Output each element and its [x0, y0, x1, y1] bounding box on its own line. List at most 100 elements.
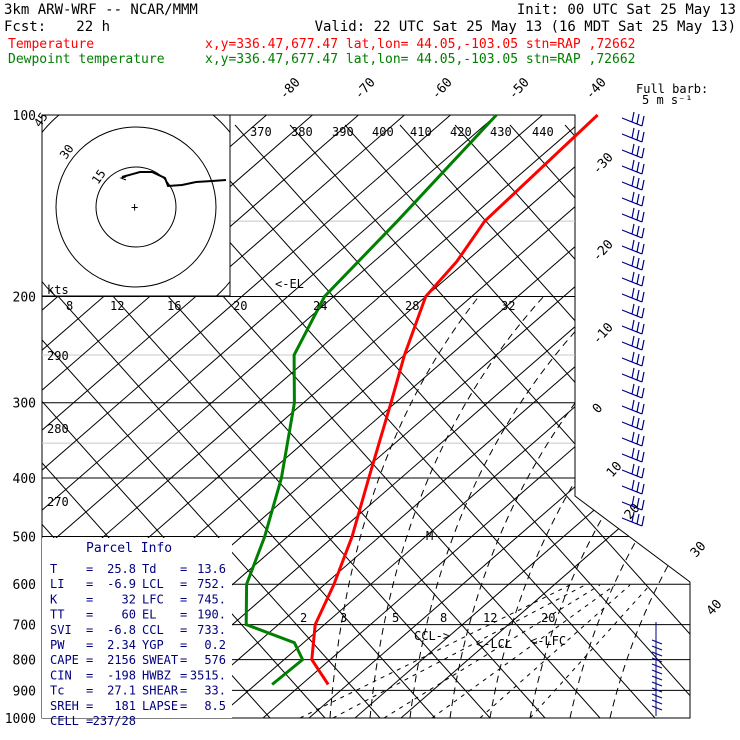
wind-barb-flag — [631, 383, 635, 395]
parcel-val-10: 237/28 — [93, 714, 136, 728]
fcst-label: Fcst: — [4, 19, 46, 35]
dew-legend-location: x,y=336.47,677.47 lat,lon= 44.05,-103.05… — [205, 52, 635, 67]
parcel-val-3: 60 — [122, 608, 136, 622]
wind-barb — [621, 271, 645, 287]
wind-barb — [621, 319, 645, 335]
hodograph-origin: + — [131, 200, 138, 214]
pressure-label-300: 300 — [13, 397, 36, 412]
mid-annotation: M — [426, 529, 433, 543]
wind-barb-flag — [636, 385, 640, 397]
wind-barb-flag — [631, 239, 635, 251]
wind-barb-flag — [631, 175, 635, 187]
temp-legend-location: x,y=336.47,677.47 lat,lon= 44.05,-103.05… — [205, 37, 635, 52]
dewpoint-line — [244, 113, 498, 686]
parcel-val-5: 2.34 — [107, 638, 136, 652]
pressure-label-500: 500 — [13, 530, 36, 545]
mixing-ratio-label-5: 5 — [392, 611, 399, 625]
thetae-label-12: 12 — [110, 299, 124, 313]
theta-label-410: 410 — [410, 125, 432, 139]
wind-barb-flag — [631, 511, 635, 523]
wind-barb — [621, 239, 645, 255]
hodograph-ring-label-15: 15 — [89, 167, 109, 187]
dry-adiabat-1 — [42, 124, 326, 718]
thetae-label-20: 20 — [233, 299, 247, 313]
theta-label-400: 400 — [372, 125, 394, 139]
isotherm-label--10: -10 — [590, 320, 617, 347]
wind-barb-flag — [636, 417, 640, 429]
parcel-key-2: K — [50, 592, 58, 606]
wind-barb-low — [651, 645, 663, 651]
moist-adiabat-6 — [569, 294, 690, 718]
parcel-key-0: T — [50, 562, 57, 576]
dry-adiabat-10 — [289, 124, 690, 718]
wind-barb — [621, 127, 645, 143]
wind-barb — [621, 367, 645, 383]
theta-left-label-270: 270 — [47, 495, 69, 509]
theta-label-430: 430 — [490, 125, 512, 139]
mixing-ratio-1 — [332, 584, 586, 718]
thetae-label-28: 28 — [405, 299, 419, 313]
parcel-eq-6: = — [86, 653, 93, 667]
isotherm-label--20: -20 — [590, 237, 617, 264]
wind-barb-low — [651, 687, 663, 693]
theta-label-390: 390 — [332, 125, 354, 139]
el-annotation: <-EL — [275, 277, 304, 291]
parcel-eq2-2: = — [180, 592, 187, 606]
hodograph-ring-label-30: 30 — [57, 142, 77, 162]
parcel-eq-8: = — [86, 684, 93, 698]
parcel-eq-9: = — [86, 699, 93, 713]
parcel-val-8: 27.1 — [107, 684, 136, 698]
lfc-annotation: <-LFC — [530, 634, 566, 648]
wind-barb-flag — [631, 207, 635, 219]
dry-adiabat-3 — [42, 124, 436, 718]
parcel-eq-3: = — [86, 608, 93, 622]
parcel-eq2-0: = — [180, 562, 187, 576]
wind-barb — [621, 159, 645, 175]
parcel-val-4: -6.8 — [107, 623, 136, 637]
dry-adiabat-8 — [179, 124, 690, 718]
wind-barb-flag — [631, 319, 635, 331]
lcl-annotation: <-LCL — [476, 637, 512, 651]
wind-barb-flag — [631, 335, 635, 347]
parcel-key-5: PW — [50, 638, 65, 652]
wind-barb-flag — [636, 465, 640, 477]
hodograph-ring-30 — [55, 126, 217, 288]
thetae-label-16: 16 — [167, 299, 181, 313]
wind-barb-flag — [641, 403, 645, 415]
isotherm-30 — [308, 115, 690, 718]
wind-barb-flag — [636, 129, 640, 141]
parcel-val-1: -6.9 — [107, 577, 136, 591]
parcel-eq2-1: = — [180, 577, 187, 591]
parcel-val2-9: 8.5 — [204, 699, 226, 713]
wind-barb-flag — [631, 399, 635, 411]
parcel-key-4: SVI — [50, 623, 72, 637]
wind-barb — [621, 223, 645, 239]
parcel-val2-6: 576 — [204, 653, 226, 667]
parcel-val2-7: 3515. — [190, 668, 226, 682]
parcel-eq2-9: = — [180, 699, 187, 713]
wind-barb-low — [651, 651, 663, 657]
wind-barb-flag — [641, 147, 645, 159]
wind-barb-flag — [641, 451, 645, 463]
wind-barb-low — [651, 639, 663, 645]
parcel-info-title: Parcel Info — [86, 541, 172, 556]
wind-barb-flag — [636, 321, 640, 333]
wind-barb-flag — [631, 415, 635, 427]
wind-barb — [621, 415, 645, 431]
wind-barb-flag — [631, 111, 635, 123]
moist-adiabat-7 — [609, 294, 690, 718]
parcel-eq2-4: = — [180, 623, 187, 637]
isotherm-label--50: -50 — [506, 75, 533, 102]
parcel-key2-7: HWBZ — [142, 668, 171, 682]
wind-barb-flag — [631, 143, 635, 155]
parcel-eq2-7: = — [180, 668, 187, 682]
parcel-key2-1: LCL — [142, 577, 164, 591]
wind-barb-flag — [631, 191, 635, 203]
wind-barb-flag — [636, 273, 640, 285]
wind-barb-flag — [631, 431, 635, 443]
wind-barb-low — [651, 705, 663, 711]
isotherm-10 — [216, 115, 690, 718]
profiles-layer — [244, 113, 599, 686]
wind-barb-flag — [636, 161, 640, 173]
parcel-info-bg — [42, 538, 232, 718]
